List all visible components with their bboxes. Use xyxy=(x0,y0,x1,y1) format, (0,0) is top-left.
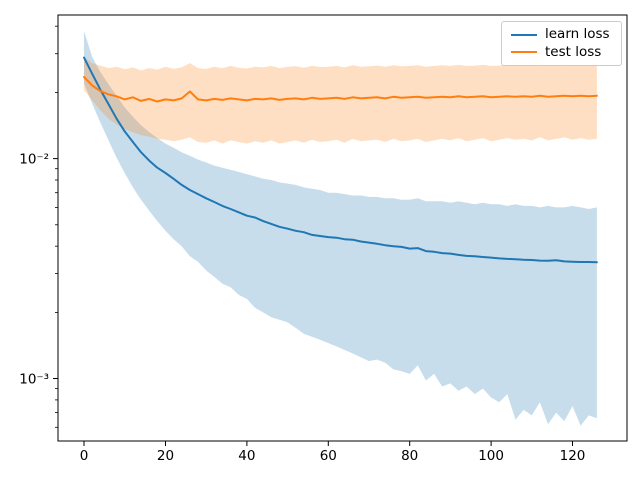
test-loss-line xyxy=(83,76,598,103)
legend: learn loss test loss xyxy=(501,21,622,66)
x-tick-label: 80 xyxy=(401,448,418,464)
y-tick-label: 10⁻³ xyxy=(19,372,49,388)
test-loss-line-sample xyxy=(511,51,537,54)
legend-label-learn-loss: learn loss xyxy=(545,26,610,43)
x-tick-label: 120 xyxy=(560,448,586,464)
y-tick-label: 10⁻² xyxy=(19,152,49,168)
x-tick-label: 0 xyxy=(80,448,89,464)
x-tick-label: 40 xyxy=(238,448,255,464)
x-tick-label: 20 xyxy=(157,448,174,464)
x-tick-label: 100 xyxy=(478,448,504,464)
learn-loss-band xyxy=(84,31,597,426)
learn-loss-line-sample xyxy=(511,33,537,36)
legend-item-test-loss: test loss xyxy=(511,43,613,60)
x-tick-label: 60 xyxy=(320,448,337,464)
legend-label-test-loss: test loss xyxy=(545,43,602,60)
test-loss-band xyxy=(84,57,597,144)
plot-border xyxy=(57,14,628,442)
legend-item-learn-loss: learn loss xyxy=(511,27,613,42)
learn-loss-line xyxy=(83,56,598,264)
